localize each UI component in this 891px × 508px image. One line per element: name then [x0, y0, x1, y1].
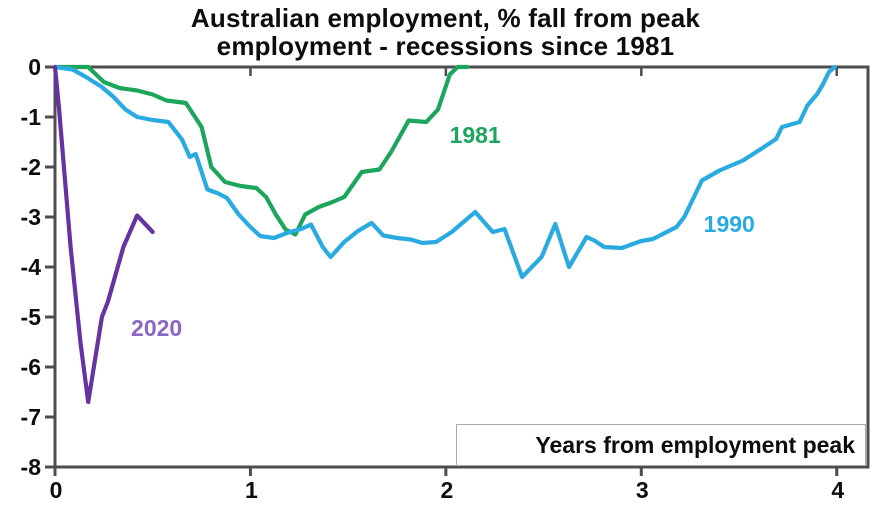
- y-tick-label: -1: [21, 104, 42, 130]
- x-tick-label: 1: [245, 477, 258, 503]
- y-tick-label: -8: [21, 454, 42, 480]
- x-tick-label: 2: [440, 477, 453, 503]
- series-line-1981: [52, 64, 470, 237]
- y-tick-label: -7: [21, 404, 41, 430]
- series-label-1990: 1990: [704, 211, 755, 237]
- x-axis-label-box: Years from employment peak: [456, 424, 866, 466]
- series-label-2020: 2020: [131, 315, 182, 341]
- chart-title-line-2: employment - recessions since 1981: [216, 31, 675, 61]
- series-line-2020: [52, 64, 155, 405]
- x-tick-label: 0: [50, 477, 63, 503]
- chart-title: Australian employment, % fall from peak …: [0, 4, 891, 60]
- x-axis-label: Years from employment peak: [535, 431, 855, 458]
- y-tick-label: -3: [21, 204, 41, 230]
- series-line-1990: [52, 64, 837, 280]
- y-tick-label: -4: [21, 254, 42, 280]
- y-tick-label: -2: [21, 154, 41, 180]
- y-tick-label: 0: [28, 54, 41, 80]
- x-tick-label: 3: [636, 477, 649, 503]
- series-label-1981: 1981: [450, 122, 501, 148]
- y-tick-label: -5: [21, 304, 42, 330]
- y-tick-label: -6: [21, 354, 41, 380]
- chart-title-line-1: Australian employment, % fall from peak: [190, 3, 701, 33]
- x-tick-label: 4: [831, 477, 844, 503]
